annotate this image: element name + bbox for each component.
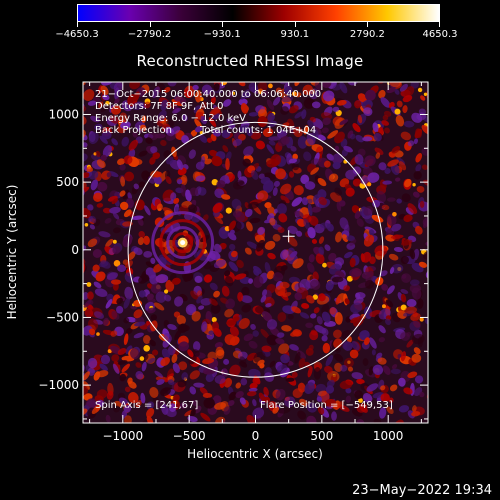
colorbar (77, 4, 440, 22)
x-tick-label: −500 (173, 429, 206, 443)
time-range-label: 21−Oct−2015 06:00:40.000 to 06:06:40.000 (95, 89, 321, 100)
y-tick-label: 1000 (48, 107, 79, 121)
chart-title: Reconstructed RHESSI Image (136, 52, 364, 70)
colorbar-tick-label: −930.1 (203, 29, 241, 40)
x-tick-label: 0 (252, 429, 260, 443)
y-axis-label: Heliocentric Y (arcsec) (5, 185, 19, 320)
center-marker (282, 230, 295, 243)
y-tick-label: 0 (71, 243, 79, 257)
colorbar-tick (77, 22, 78, 27)
colorbar-tick-label: −4650.3 (55, 29, 99, 40)
x-tick-label: 500 (310, 429, 333, 443)
detectors-label: Detectors: 7F 8F 9F, Att 0 (95, 101, 223, 112)
axes: −1000 −500 0 500 1000 1000 500 0 −500 −1000 (38, 82, 428, 443)
overlay (127, 121, 384, 378)
colorbar-tick-label: −2790.2 (127, 29, 172, 40)
colorbar-tick (439, 22, 440, 27)
method-label: Back Projection (95, 125, 172, 136)
flare-position-label: Flare Position = [−549,53] (260, 400, 393, 411)
x-axis-label: Heliocentric X (arcsec) (187, 447, 323, 461)
colorbar-tick (294, 22, 296, 27)
heatmap-image (83, 82, 428, 423)
solar-limb (127, 121, 384, 378)
colorbar-tick-label: 930.1 (280, 29, 310, 40)
colorbar-gradient (78, 5, 439, 21)
total-counts-label: Total counts: 1.04E+04 (199, 125, 316, 136)
y-tick-label: −1000 (38, 378, 79, 392)
colorbar-tick-label: 2790.2 (349, 29, 385, 40)
colorbar-tick (367, 22, 369, 27)
colorbar-tick (222, 22, 224, 27)
y-tick-label: −500 (46, 310, 79, 324)
spin-axis-label: Spin Axis = [241,67] (95, 400, 198, 411)
generation-date: 23−May−2022 19:34 (352, 483, 492, 498)
energy-range-label: Energy Range: 6.0 − 12.0 keV (95, 113, 246, 124)
y-tick-label: 500 (56, 175, 79, 189)
x-tick-label: −1000 (103, 429, 144, 443)
colorbar-tick-label: 4650.3 (422, 29, 458, 40)
x-tick-label: 1000 (373, 429, 404, 443)
colorbar-tick (149, 22, 151, 27)
